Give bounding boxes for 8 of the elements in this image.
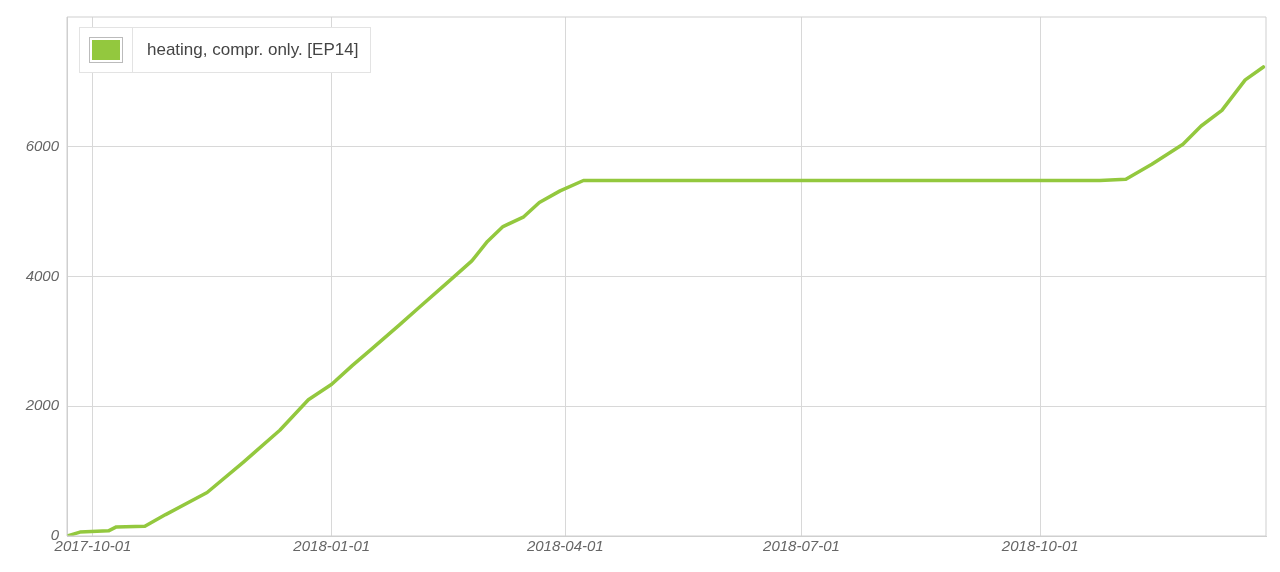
y-tick-label: 6000 (25, 136, 60, 154)
legend-label: heating, compr. only. [EP14] (132, 28, 371, 72)
x-tick-label: 2018-10-01 (1000, 537, 1079, 555)
y-tick-label: 2000 (24, 396, 60, 414)
x-tick-label: 2018-07-01 (762, 537, 840, 555)
x-tick-label: 2018-04-01 (525, 537, 604, 555)
x-tick-label: 2018-01-01 (292, 537, 371, 555)
y-tick-label: 4000 (25, 266, 60, 284)
